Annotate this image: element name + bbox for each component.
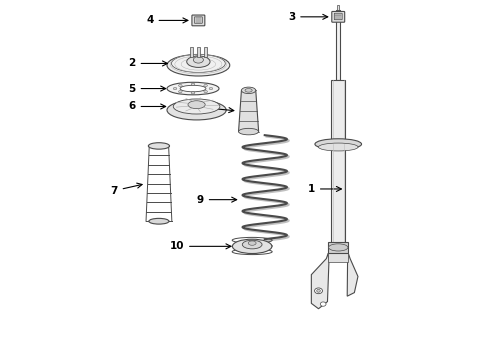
Text: 6: 6 — [128, 102, 166, 112]
Ellipse shape — [167, 82, 219, 95]
Text: 10: 10 — [170, 241, 231, 251]
Bar — [331, 144, 345, 248]
Ellipse shape — [167, 54, 230, 76]
Text: 4: 4 — [146, 15, 188, 26]
Ellipse shape — [173, 99, 220, 114]
Bar — [328, 242, 348, 253]
Ellipse shape — [315, 288, 322, 294]
Ellipse shape — [167, 100, 226, 120]
FancyBboxPatch shape — [195, 17, 202, 23]
Ellipse shape — [239, 129, 259, 135]
Bar — [190, 46, 193, 57]
FancyBboxPatch shape — [332, 12, 344, 22]
Ellipse shape — [187, 56, 210, 67]
Text: 8: 8 — [196, 102, 234, 113]
Ellipse shape — [209, 87, 213, 90]
Ellipse shape — [149, 219, 169, 224]
Ellipse shape — [173, 87, 177, 90]
Polygon shape — [239, 90, 259, 132]
Ellipse shape — [204, 90, 207, 93]
Ellipse shape — [191, 83, 195, 85]
Ellipse shape — [315, 139, 362, 149]
Ellipse shape — [232, 239, 272, 253]
Bar — [204, 46, 207, 57]
Ellipse shape — [320, 302, 326, 306]
Ellipse shape — [248, 241, 256, 245]
Bar — [197, 46, 200, 57]
Polygon shape — [311, 253, 329, 309]
Polygon shape — [347, 253, 358, 296]
Bar — [337, 5, 339, 10]
Bar — [336, 10, 341, 80]
Ellipse shape — [178, 85, 182, 87]
Ellipse shape — [329, 244, 348, 251]
Ellipse shape — [245, 89, 252, 92]
Ellipse shape — [148, 143, 170, 149]
Text: 5: 5 — [128, 84, 166, 94]
FancyBboxPatch shape — [192, 15, 205, 26]
Bar — [328, 253, 348, 262]
Ellipse shape — [317, 289, 320, 292]
Ellipse shape — [180, 85, 206, 92]
Ellipse shape — [242, 87, 256, 94]
Text: 9: 9 — [196, 195, 237, 204]
Ellipse shape — [178, 90, 182, 93]
Text: 7: 7 — [110, 183, 142, 196]
Ellipse shape — [188, 101, 205, 109]
FancyBboxPatch shape — [334, 13, 342, 20]
Ellipse shape — [194, 57, 203, 63]
Bar — [331, 80, 345, 144]
Ellipse shape — [318, 143, 358, 151]
Ellipse shape — [204, 85, 207, 87]
Text: 2: 2 — [128, 58, 168, 68]
Ellipse shape — [243, 240, 262, 249]
Ellipse shape — [191, 92, 195, 94]
Text: 3: 3 — [288, 12, 328, 22]
Text: 1: 1 — [308, 184, 342, 194]
Ellipse shape — [172, 54, 225, 72]
